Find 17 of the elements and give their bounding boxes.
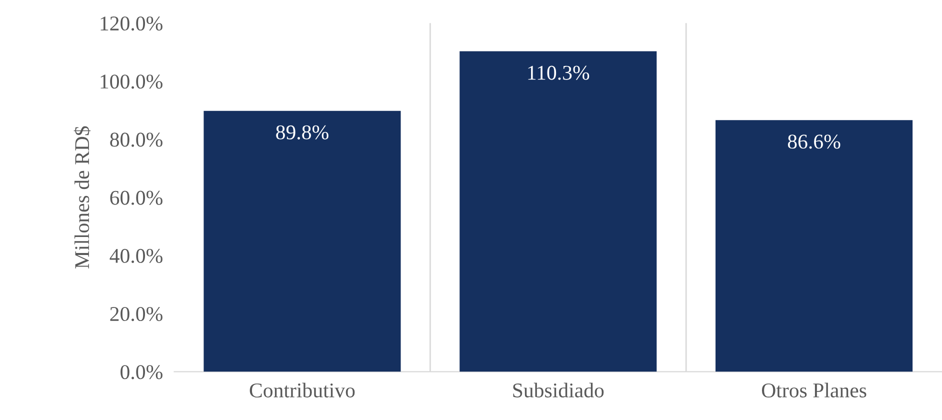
x-tick-label: Subsidiado — [513, 382, 604, 398]
y-tick-label: 20.0% — [110, 306, 162, 322]
y-tick-label: 0.0% — [120, 365, 162, 380]
x-tick-label: Contributivo — [250, 382, 355, 398]
bar — [716, 120, 913, 372]
data-label: 89.8% — [276, 125, 328, 140]
y-tick-label: 120.0% — [100, 16, 162, 31]
y-tick-label: 60.0% — [110, 190, 162, 205]
bar — [204, 110, 401, 372]
data-label: 86.6% — [788, 134, 840, 149]
data-label: 110.3% — [528, 66, 590, 80]
y-tick-label: 100.0% — [100, 74, 162, 89]
y-axis-title: Millones de RD$ — [74, 126, 91, 269]
x-tick-label: Otros Planes — [762, 382, 866, 398]
bar — [460, 51, 657, 372]
y-tick-label: 40.0% — [110, 248, 162, 264]
y-tick-label: 80.0% — [110, 132, 162, 147]
